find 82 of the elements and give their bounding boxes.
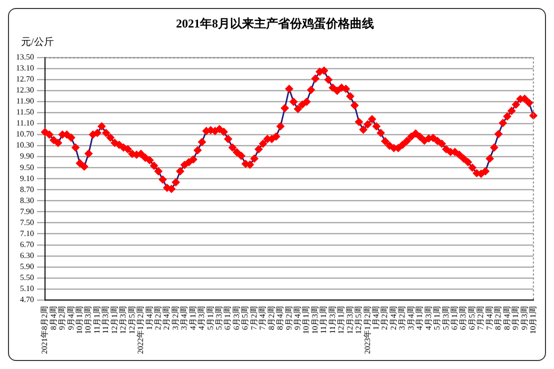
y-tick-label: 11.50 [16,108,34,117]
x-tick-label: 12月5周 [127,306,136,334]
x-tick-label: 3月4周 [406,306,416,330]
x-tick-label: 10月3周 [310,306,320,334]
y-axis-title: 元/公斤 [21,36,54,48]
y-tick-label: 9.90 [20,152,34,161]
x-tick-label: 6月3周 [232,306,241,330]
x-tick-label: 11月3周 [101,306,110,334]
x-tick-label: 10月1周 [302,306,311,334]
x-tick-label: 12月3周 [345,306,354,334]
x-tick-label: 11月1周 [319,306,328,334]
x-tick-label: 12月5周 [354,306,364,334]
x-tick-label: 7月2周 [249,306,258,330]
x-tick-label: 6月5周 [240,306,250,330]
x-tick-label: 11月3周 [328,306,337,334]
x-tick-label: 2月4周 [162,306,172,330]
x-tick-label: 6月3周 [458,306,468,330]
x-tick-label: 9月4周 [293,306,302,330]
y-tick-label: 8.70 [20,184,34,194]
y-tick-label: 10.70 [16,130,34,139]
x-tick-label: 2月4周 [388,306,398,330]
y-tick-label: 13.50 [16,52,34,62]
x-tick-label: 11月1周 [92,306,102,334]
y-tick-label: 11.90 [16,96,34,106]
x-tick-label: 2月2周 [380,306,390,330]
x-tick-label: 7月4周 [484,306,494,330]
x-tick-label: 9月2周 [58,306,67,330]
y-tick-label: 5.90 [20,262,34,272]
x-tick-label: 9月4周 [66,306,76,330]
x-tick-label: 2月2周 [153,306,162,330]
x-tick-label: 6月1周 [223,306,232,330]
y-tick-label: 13.10 [16,64,34,73]
y-tick-label: 8.30 [20,196,34,205]
x-tick-label: 8月4周 [48,306,58,330]
x-tick-label: 5月3周 [214,306,224,330]
x-tick-label: 3月2周 [170,306,180,330]
x-tick-label: 12月3周 [118,306,128,334]
x-tick-label: 4月1周 [188,306,198,330]
y-tick-label: 7.50 [20,218,34,227]
y-tick-label: 11.10 [16,118,34,128]
x-tick-label: 6月5周 [467,306,476,330]
x-tick-label: 9月3周 [520,306,529,330]
x-tick-label: 8月4周 [502,306,512,330]
x-tick-label: 5月3周 [441,306,450,330]
x-tick-label: 2022年1月2周 [136,306,146,354]
x-tick-label: 2021年8月2周 [40,306,50,354]
x-tick-label: 4月3周 [424,306,433,330]
y-tick-label: 12.70 [16,74,34,84]
x-tick-label: 9月2周 [284,306,294,330]
x-tick-label: 2023年1月2周 [362,306,372,354]
x-tick-label: 5月1周 [206,306,215,330]
x-tick-label: 3月2周 [398,306,407,330]
x-tick-label: 1月4周 [144,306,154,330]
y-tick-label: 5.50 [20,273,34,282]
y-tick-label: 6.30 [20,250,34,260]
x-tick-label: 10月1周 [74,306,84,334]
y-tick-label: 12.30 [16,86,34,95]
x-tick-label: 1月4周 [372,306,381,330]
y-tick-label: 4.70 [20,295,34,304]
x-tick-label: 9月1周 [511,306,520,330]
x-tick-label: 8月2周 [266,306,276,330]
x-tick-label: 4月3周 [197,306,206,330]
x-tick-label: 8月4周 [276,306,285,330]
y-tick-label: 7.90 [20,206,34,216]
x-tick-label: 10月3周 [84,306,93,334]
x-tick-label: 12月1周 [110,306,119,334]
y-tick-label: 7.10 [20,228,34,238]
chart-title: 2021年8月以来主产省份鸡蛋价格曲线 [176,16,374,30]
x-tick-label: 6月1周 [450,306,459,330]
x-tick-label: 12月1周 [336,306,346,334]
y-tick-label: 5.10 [20,284,34,294]
y-tick-label: 6.70 [20,240,34,249]
y-tick-label: 9.50 [20,162,34,172]
x-tick-label: 5月1周 [432,306,442,330]
y-tick-label: 9.10 [20,174,34,183]
x-tick-label: 4月1周 [415,306,424,330]
x-tick-label: 8月2周 [494,306,503,330]
x-tick-label: 7月4周 [258,306,268,330]
x-tick-label: 10月1周 [528,306,538,334]
y-tick-label: 10.30 [16,140,34,150]
x-tick-label: 3月4周 [180,306,189,330]
x-tick-label: 7月2周 [476,306,486,330]
